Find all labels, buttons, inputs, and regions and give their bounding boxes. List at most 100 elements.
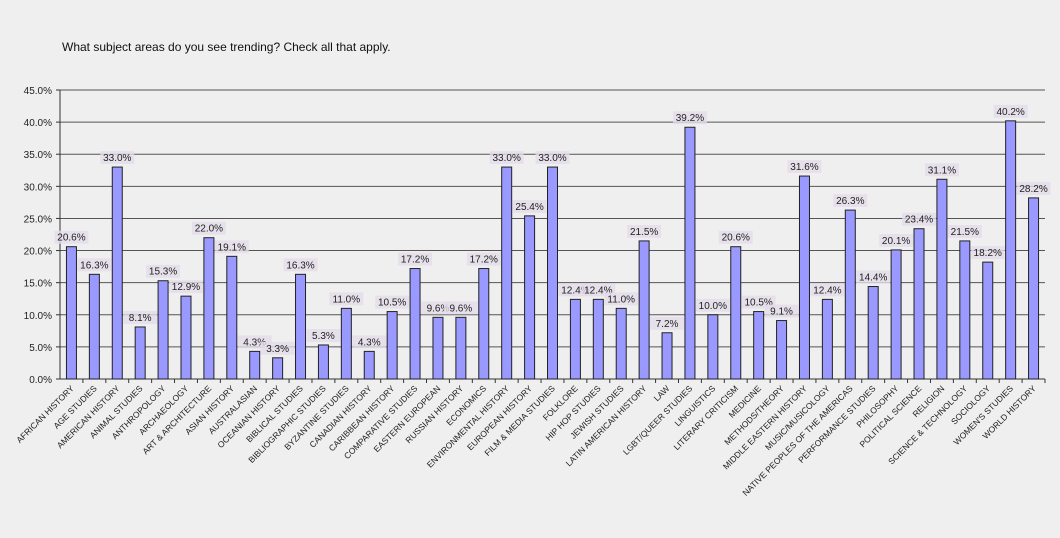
data-label-background: [100, 151, 135, 165]
bar: [753, 311, 765, 380]
y-tick-label: 10.0%: [24, 311, 52, 322]
bar: [867, 286, 879, 380]
data-label-background: [466, 252, 501, 266]
data-label-background: [168, 280, 203, 294]
data-label: 9.1%: [770, 307, 793, 318]
bar: [111, 166, 123, 380]
data-label: 3.3%: [266, 344, 289, 355]
data-label: 12.4%: [561, 285, 589, 296]
bar: [959, 240, 971, 380]
data-label-background: [695, 298, 730, 312]
data-label-background: [764, 304, 799, 318]
data-label: 17.2%: [470, 255, 498, 266]
data-label-background: [650, 316, 685, 330]
data-label-background: [924, 163, 959, 177]
data-label-background: [77, 258, 112, 272]
data-label-background: [1016, 181, 1051, 195]
data-label: 22.0%: [195, 224, 223, 235]
data-label: 9.6%: [427, 303, 450, 314]
data-label-background: [993, 104, 1028, 118]
data-label-background: [146, 264, 181, 278]
bar: [272, 357, 284, 380]
data-label: 14.4%: [859, 273, 887, 284]
bar: [386, 311, 398, 380]
y-tick-label: 45.0%: [24, 86, 52, 97]
data-label: 10.5%: [744, 298, 772, 309]
data-label: 26.3%: [836, 196, 864, 207]
bar: [569, 298, 581, 380]
data-label: 23.4%: [905, 215, 933, 226]
data-label-background: [902, 212, 937, 226]
bar: [226, 255, 238, 380]
data-label-background: [970, 246, 1005, 260]
bar: [203, 237, 215, 380]
data-label: 33.0%: [103, 153, 131, 164]
data-label: 7.2%: [656, 319, 679, 330]
bar: [295, 273, 307, 380]
data-label: 10.5%: [378, 298, 406, 309]
bar: [88, 273, 100, 380]
x-tick-label: LAW: [652, 383, 672, 403]
data-label: 31.1%: [928, 165, 956, 176]
bar: [134, 326, 146, 380]
data-label: 12.9%: [172, 282, 200, 293]
y-tick-label: 25.0%: [24, 214, 52, 225]
bar: [707, 314, 719, 380]
data-label: 19.1%: [218, 242, 246, 253]
data-label-background: [375, 295, 410, 309]
data-label: 12.4%: [584, 285, 612, 296]
bar: [592, 298, 604, 380]
data-label-background: [352, 335, 387, 349]
data-label: 11.0%: [607, 294, 635, 305]
data-label-background: [787, 160, 822, 174]
data-label-background: [329, 292, 364, 306]
bar: [936, 178, 948, 380]
data-label: 21.5%: [951, 227, 979, 238]
bar: [730, 246, 742, 380]
data-label-background: [833, 194, 868, 208]
bar: [1005, 120, 1017, 380]
data-label-background: [489, 151, 524, 165]
data-label: 9.6%: [449, 303, 472, 314]
bar: [638, 240, 650, 380]
y-tick-label: 0.0%: [29, 375, 52, 386]
bar: [363, 350, 375, 380]
bar: [661, 332, 673, 380]
data-label: 17.2%: [401, 255, 429, 266]
data-label: 15.3%: [149, 267, 177, 278]
data-label-background: [856, 270, 891, 284]
data-label-background: [260, 341, 295, 355]
bar: [409, 268, 421, 380]
data-label: 5.3%: [312, 331, 335, 342]
data-label-background: [627, 224, 662, 238]
y-tick-label: 5.0%: [29, 343, 52, 354]
y-tick-label: 40.0%: [24, 118, 52, 129]
bar: [982, 261, 994, 380]
bar: [340, 307, 352, 380]
bar: [249, 350, 261, 380]
data-label-background: [512, 199, 547, 213]
data-label: 33.0%: [493, 153, 521, 164]
data-label: 20.6%: [722, 233, 750, 244]
data-label-background: [54, 230, 89, 244]
bar: [615, 307, 627, 380]
bar: [478, 268, 490, 380]
y-tick-label: 30.0%: [24, 182, 52, 193]
data-label: 16.3%: [80, 260, 108, 271]
data-label: 4.3%: [243, 337, 266, 348]
data-label-background: [604, 292, 639, 306]
data-label: 28.2%: [1019, 184, 1047, 195]
data-label: 39.2%: [676, 113, 704, 124]
data-label-background: [191, 221, 226, 235]
bar: [157, 280, 169, 380]
data-label: 18.2%: [974, 248, 1002, 259]
data-label: 4.3%: [358, 337, 381, 348]
data-label: 21.5%: [630, 227, 658, 238]
bar: [844, 209, 856, 380]
bar: [913, 228, 925, 380]
y-tick-label: 20.0%: [24, 247, 52, 258]
bar: [798, 175, 810, 380]
bar: [890, 249, 902, 380]
